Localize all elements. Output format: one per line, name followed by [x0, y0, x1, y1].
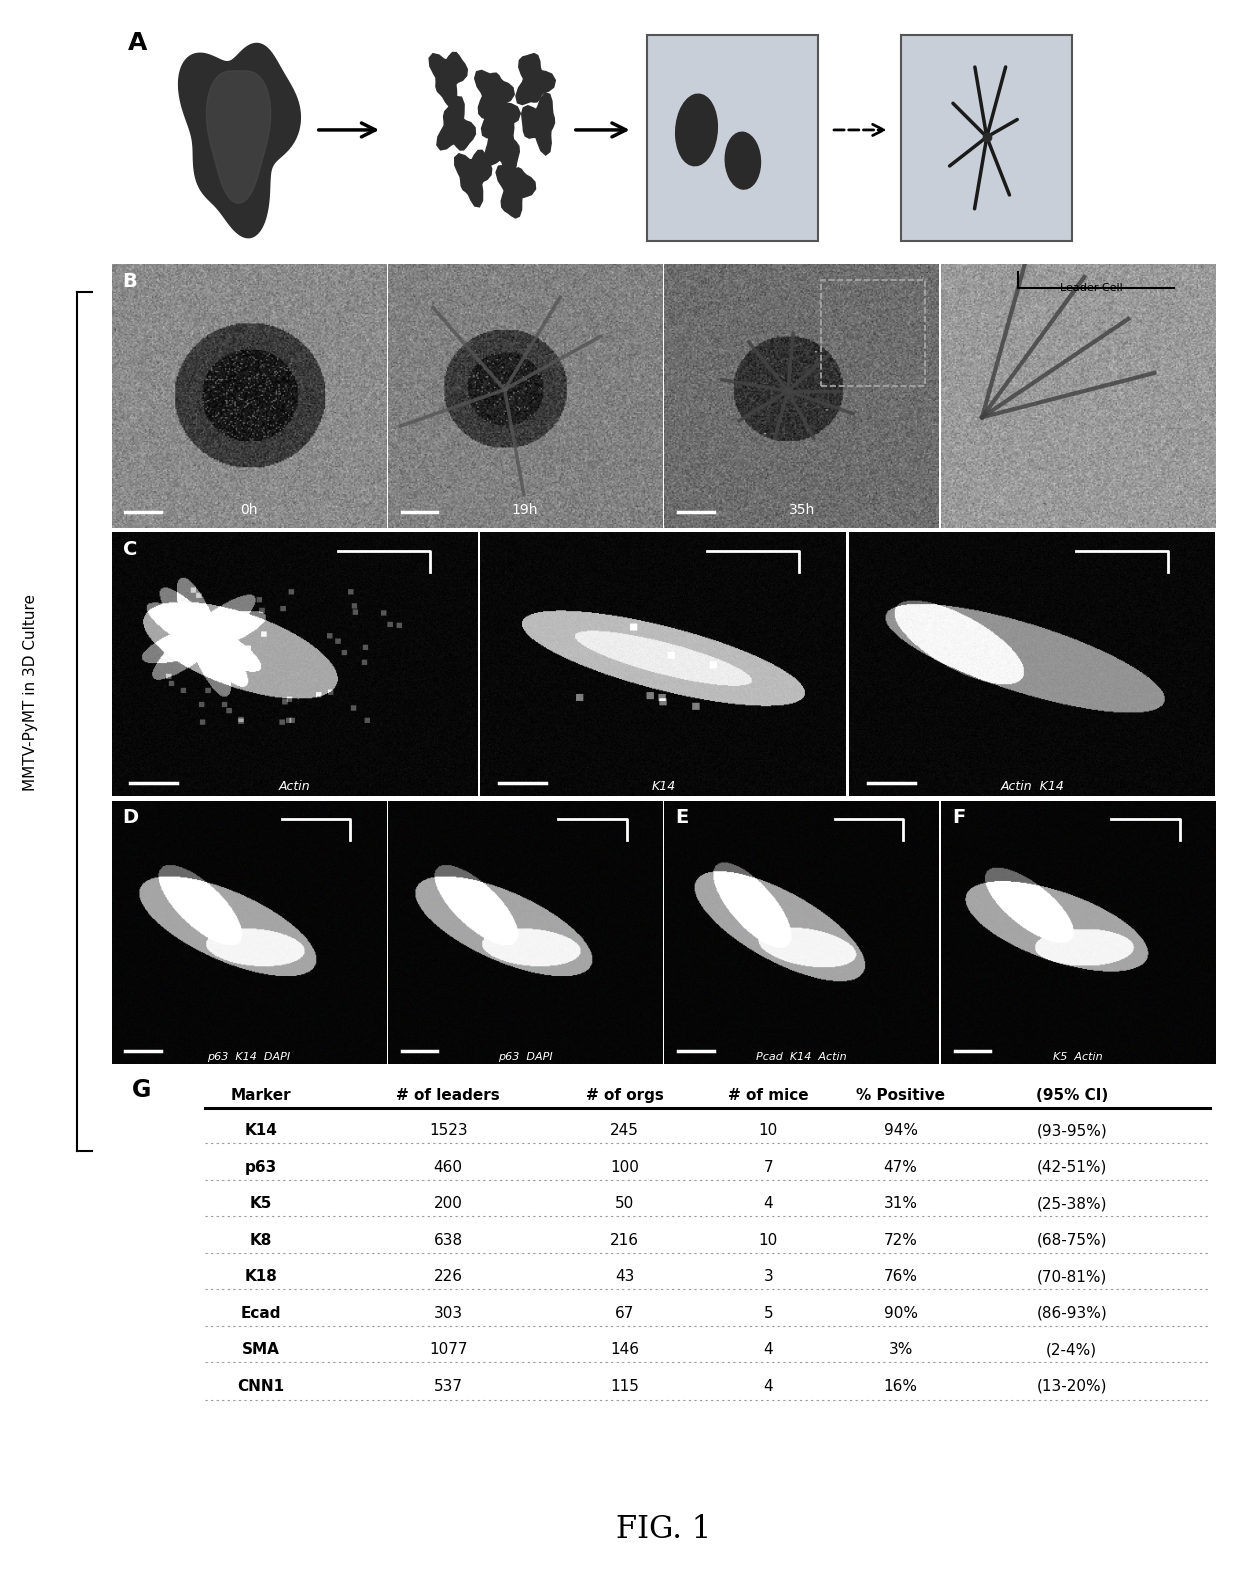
Text: A: A	[128, 31, 148, 55]
Text: Actin: Actin	[279, 780, 310, 793]
Text: Digest into fragments: Digest into fragments	[434, 269, 562, 282]
Text: (68-75%): (68-75%)	[1037, 1233, 1107, 1247]
Text: 303: 303	[434, 1306, 463, 1321]
Text: Ecad: Ecad	[241, 1306, 280, 1321]
Text: 47%: 47%	[884, 1159, 918, 1175]
Ellipse shape	[676, 94, 718, 165]
Text: % Positive: % Positive	[856, 1087, 945, 1103]
Text: 67: 67	[615, 1306, 635, 1321]
Text: SMA: SMA	[242, 1342, 279, 1357]
Text: MMTV-PyMT in 3D Culture: MMTV-PyMT in 3D Culture	[24, 593, 38, 791]
Text: K5: K5	[249, 1195, 272, 1211]
Polygon shape	[516, 53, 556, 104]
Text: 10: 10	[759, 1123, 777, 1139]
Text: 537: 537	[434, 1380, 463, 1394]
Text: 90%: 90%	[884, 1306, 918, 1321]
Polygon shape	[496, 165, 536, 219]
Text: p63  DAPI: p63 DAPI	[498, 1051, 553, 1062]
Text: 0h: 0h	[241, 503, 258, 518]
Bar	[821, 280, 925, 385]
Text: D: D	[123, 809, 139, 827]
Text: # of mice: # of mice	[728, 1087, 808, 1103]
Text: G: G	[131, 1078, 151, 1103]
Text: 50: 50	[615, 1195, 635, 1211]
Text: 100: 100	[610, 1159, 639, 1175]
Text: K8: K8	[249, 1233, 272, 1247]
Text: 3: 3	[764, 1269, 773, 1284]
Text: 3%: 3%	[889, 1342, 913, 1357]
Text: FIG. 1: FIG. 1	[616, 1513, 711, 1545]
Text: Actin  K14: Actin K14	[1001, 780, 1064, 793]
Text: Leader Cell: Leader Cell	[1060, 283, 1123, 293]
Polygon shape	[429, 52, 467, 107]
Polygon shape	[485, 113, 520, 175]
Text: 226: 226	[434, 1269, 463, 1284]
Text: (93-95%): (93-95%)	[1037, 1123, 1107, 1139]
Text: 460: 460	[434, 1159, 463, 1175]
Bar	[647, 36, 818, 241]
Text: 43: 43	[615, 1269, 635, 1284]
Text: # of leaders: # of leaders	[397, 1087, 500, 1103]
Text: Pcad  K14  Actin: Pcad K14 Actin	[756, 1051, 847, 1062]
Text: p63: p63	[244, 1159, 277, 1175]
Text: 19h: 19h	[512, 503, 538, 518]
Text: 200: 200	[434, 1195, 463, 1211]
Text: 4: 4	[764, 1380, 773, 1394]
Polygon shape	[206, 71, 270, 203]
Text: 115: 115	[610, 1380, 639, 1394]
Text: 16%: 16%	[884, 1380, 918, 1394]
Text: 146: 146	[610, 1342, 640, 1357]
Text: F: F	[952, 809, 965, 827]
Text: B: B	[123, 272, 138, 291]
Text: p63  K14  DAPI: p63 K14 DAPI	[207, 1051, 290, 1062]
Text: 72%: 72%	[884, 1233, 918, 1247]
Text: CNN1: CNN1	[237, 1380, 284, 1394]
Polygon shape	[455, 151, 492, 206]
Polygon shape	[436, 96, 475, 149]
Text: 1077: 1077	[429, 1342, 467, 1357]
Text: # of orgs: # of orgs	[585, 1087, 663, 1103]
Text: 94%: 94%	[884, 1123, 918, 1139]
Text: 5: 5	[764, 1306, 773, 1321]
Text: (25-38%): (25-38%)	[1037, 1195, 1107, 1211]
Polygon shape	[475, 71, 515, 123]
Text: 1523: 1523	[429, 1123, 467, 1139]
Text: 216: 216	[610, 1233, 640, 1247]
Text: K5  Actin: K5 Actin	[1053, 1051, 1102, 1062]
Text: (13-20%): (13-20%)	[1037, 1380, 1107, 1394]
Ellipse shape	[725, 132, 760, 189]
Text: K18: K18	[244, 1269, 277, 1284]
Polygon shape	[179, 44, 300, 238]
Text: (95% CI): (95% CI)	[1035, 1087, 1107, 1103]
Text: 10: 10	[759, 1233, 777, 1247]
Text: 31%: 31%	[884, 1195, 918, 1211]
Text: 245: 245	[610, 1123, 639, 1139]
Text: (70-81%): (70-81%)	[1037, 1269, 1107, 1284]
Polygon shape	[522, 93, 554, 156]
Bar	[900, 36, 1071, 241]
Text: K14: K14	[244, 1123, 277, 1139]
Text: Marker: Marker	[231, 1087, 291, 1103]
Text: (86-93%): (86-93%)	[1037, 1306, 1107, 1321]
Text: E: E	[676, 809, 688, 827]
Text: 4: 4	[764, 1342, 773, 1357]
Text: K14: K14	[651, 780, 676, 793]
Text: C: C	[123, 541, 136, 560]
Polygon shape	[481, 88, 521, 138]
Text: Isolate fresh
primary tumor: Isolate fresh primary tumor	[196, 269, 281, 297]
Text: 76%: 76%	[884, 1269, 918, 1284]
Text: (42-51%): (42-51%)	[1037, 1159, 1107, 1175]
Text: 4: 4	[764, 1195, 773, 1211]
Text: Embed in collagen I: Embed in collagen I	[673, 269, 790, 282]
Text: 7: 7	[764, 1159, 773, 1175]
Text: (2-4%): (2-4%)	[1047, 1342, 1097, 1357]
Text: 35h: 35h	[789, 503, 815, 518]
Text: 638: 638	[434, 1233, 463, 1247]
